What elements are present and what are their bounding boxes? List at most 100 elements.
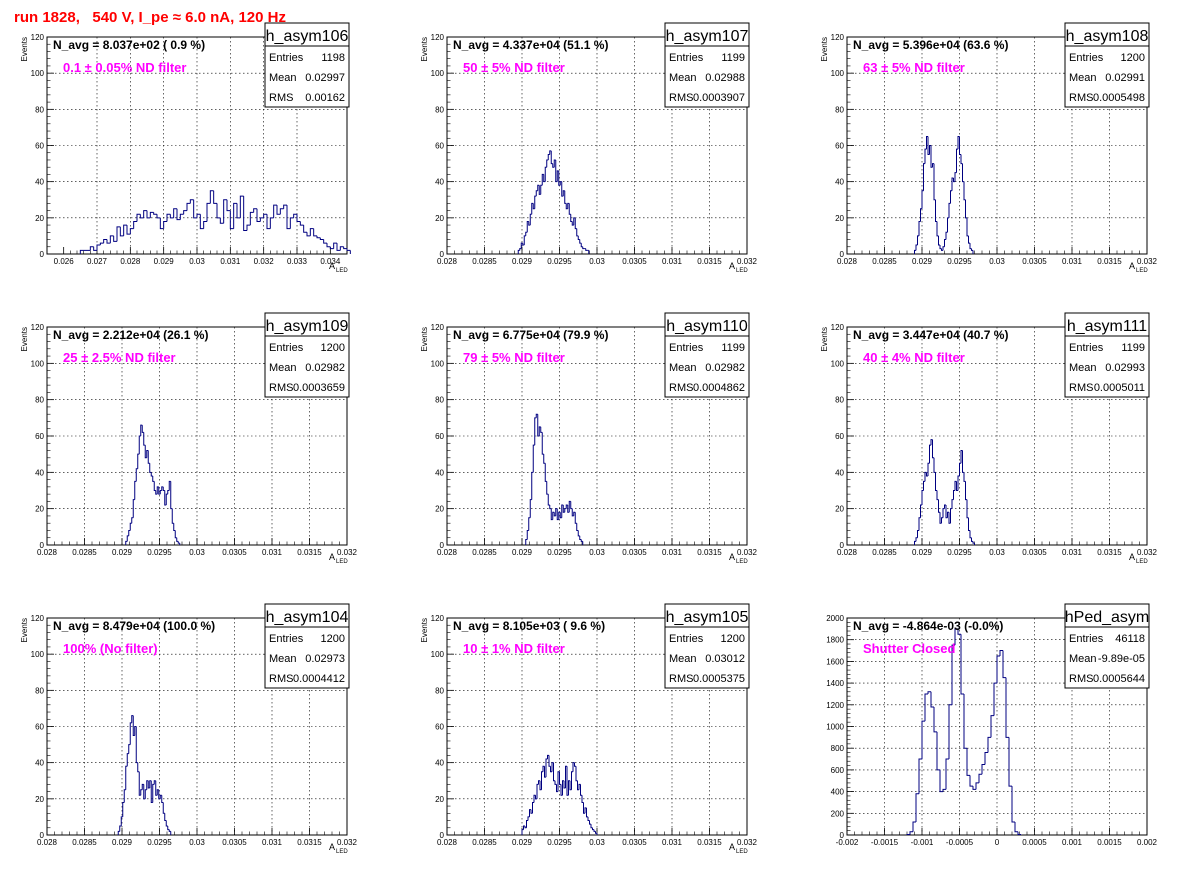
histogram-bin [116,226,121,242]
histogram-bin [929,444,931,464]
histogram-bars [117,715,172,835]
histogram-bin [550,150,553,165]
histogram-bin [526,529,529,540]
histogram-bin [293,213,297,218]
x-tick-label: 0.031 [1062,257,1083,266]
histogram-bin [948,202,951,218]
histogram-bin [526,820,528,828]
x-tick-label: 0.0315 [297,838,322,847]
histogram-name: h_asym109 [266,318,349,335]
filter-annotation: Shutter Closed [863,641,956,656]
filter-annotation: 25 ± 2.5% ND filter [63,350,176,365]
x-tick-label: 0.0305 [1022,548,1047,557]
x-tick-label: 0.028 [837,548,858,557]
histogram-bin [921,190,924,209]
n-avg-label: N_avg = 8.105e+03 ( 9.6 %) [453,619,605,633]
y-tick-label: 1000 [826,723,844,732]
x-axis-title-subscript: LED [336,849,348,855]
x-tick-label: 0.032 [337,548,358,557]
x-axis-title-subscript: LED [736,849,748,855]
histogram-bin [939,769,943,793]
histogram-bin [914,540,916,545]
histogram-bin [585,248,588,251]
histogram-bin [915,537,918,542]
histogram-bin [279,208,284,215]
histogram-bin [918,220,921,236]
histogram-bin [543,454,546,464]
histogram-bin [316,235,321,239]
y-tick-label: 40 [835,178,844,187]
x-tick-label: 0.001 [1062,838,1083,847]
histogram-bin [167,825,170,831]
histogram-bin [951,499,954,509]
histogram-bin [106,239,111,244]
y-tick-label: 400 [831,788,845,797]
x-tick-label: 0.029 [512,257,533,266]
y-tick-label: 40 [35,178,44,187]
x-tick-label: 0.03 [589,548,605,557]
y-tick-label: 40 [35,468,44,477]
histogram-bin [89,246,94,251]
stats-label: RMS [669,673,693,685]
histogram-bin [945,231,948,240]
histogram-bin [147,450,150,464]
histogram-bin [938,235,940,246]
x-tick-label: 0.033 [287,257,308,266]
y-tick-label: 100 [831,359,845,368]
stats-value: 0.03012 [705,653,745,665]
histogram-bin [938,499,940,513]
histogram-bin [131,517,134,524]
x-tick-label: 0.026 [54,257,75,266]
histogram-bin [990,715,994,738]
histogram-bin [962,450,964,473]
histogram-bin [146,210,151,219]
histogram-bin [942,788,946,792]
y-tick-label: 80 [835,105,844,114]
y-tick-label: 0 [840,541,845,550]
filter-annotation: 63 ± 5% ND filter [863,60,965,75]
histogram-bin [150,472,153,477]
y-tick-label: 100 [31,359,45,368]
x-tick-label: 0.0305 [622,548,647,557]
x-tick-label: 0.029 [912,257,933,266]
histogram-bin [269,217,274,229]
histogram-bin [957,628,961,635]
n-avg-label: N_avg = 2.212e+04 (26.1 %) [53,328,208,342]
histogram-bin [984,752,988,765]
histogram-bin [906,833,910,835]
histogram-bin [544,463,547,482]
histogram-bin [536,783,539,799]
histogram-bin [199,214,204,230]
stats-label: Entries [269,633,304,645]
x-tick-label: 0.03 [189,257,205,266]
main-title: run 1828, 540 V, I_pe ≈ 6.0 nA, 120 Hz [14,9,286,26]
histogram-bin [296,214,301,222]
histogram-bin [346,248,351,251]
histogram-bin [266,214,271,230]
histogram-panel-h_asym107: 0.028 0.0285 0.029 0.0295 0.03 0.0305 0.031 0.0… [420,22,758,274]
x-tick-label: 0.03 [989,257,1005,266]
histogram-bin [965,481,967,501]
histogram-bin [548,755,551,767]
x-tick-label: 0.0295 [147,548,172,557]
histogram-bin [309,228,314,236]
filter-annotation: 40 ± 4% ND filter [863,350,965,365]
stats-label: Entries [669,342,704,354]
histogram-bin [132,499,135,518]
histogram-bin [921,720,925,760]
histogram-bin [329,246,334,250]
x-tick-label: 0.028 [37,548,58,557]
histogram-bin [549,505,552,510]
histogram-bin [541,432,544,455]
x-axis-title-subscript: LED [736,268,748,274]
histogram-bin [143,210,147,218]
histogram-bin [153,481,156,491]
histogram-bin [968,517,970,531]
y-tick-label: 100 [831,69,845,78]
y-axis-title: Events [20,327,29,351]
histogram-bin [1011,786,1015,823]
histogram-bin [971,248,973,251]
y-axis-title: Events [20,37,29,61]
n-avg-label: N_avg = 8.037e+02 ( 0.9 %) [53,38,205,52]
histogram-bin [545,758,548,778]
